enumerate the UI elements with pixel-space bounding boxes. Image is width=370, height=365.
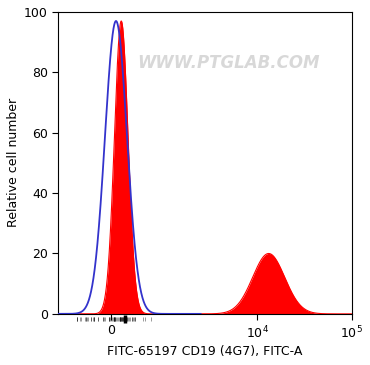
Text: WWW.PTGLAB.COM: WWW.PTGLAB.COM bbox=[137, 54, 320, 72]
X-axis label: FITC-65197 CD19 (4G7), FITC-A: FITC-65197 CD19 (4G7), FITC-A bbox=[107, 345, 303, 358]
Y-axis label: Relative cell number: Relative cell number bbox=[7, 98, 20, 227]
